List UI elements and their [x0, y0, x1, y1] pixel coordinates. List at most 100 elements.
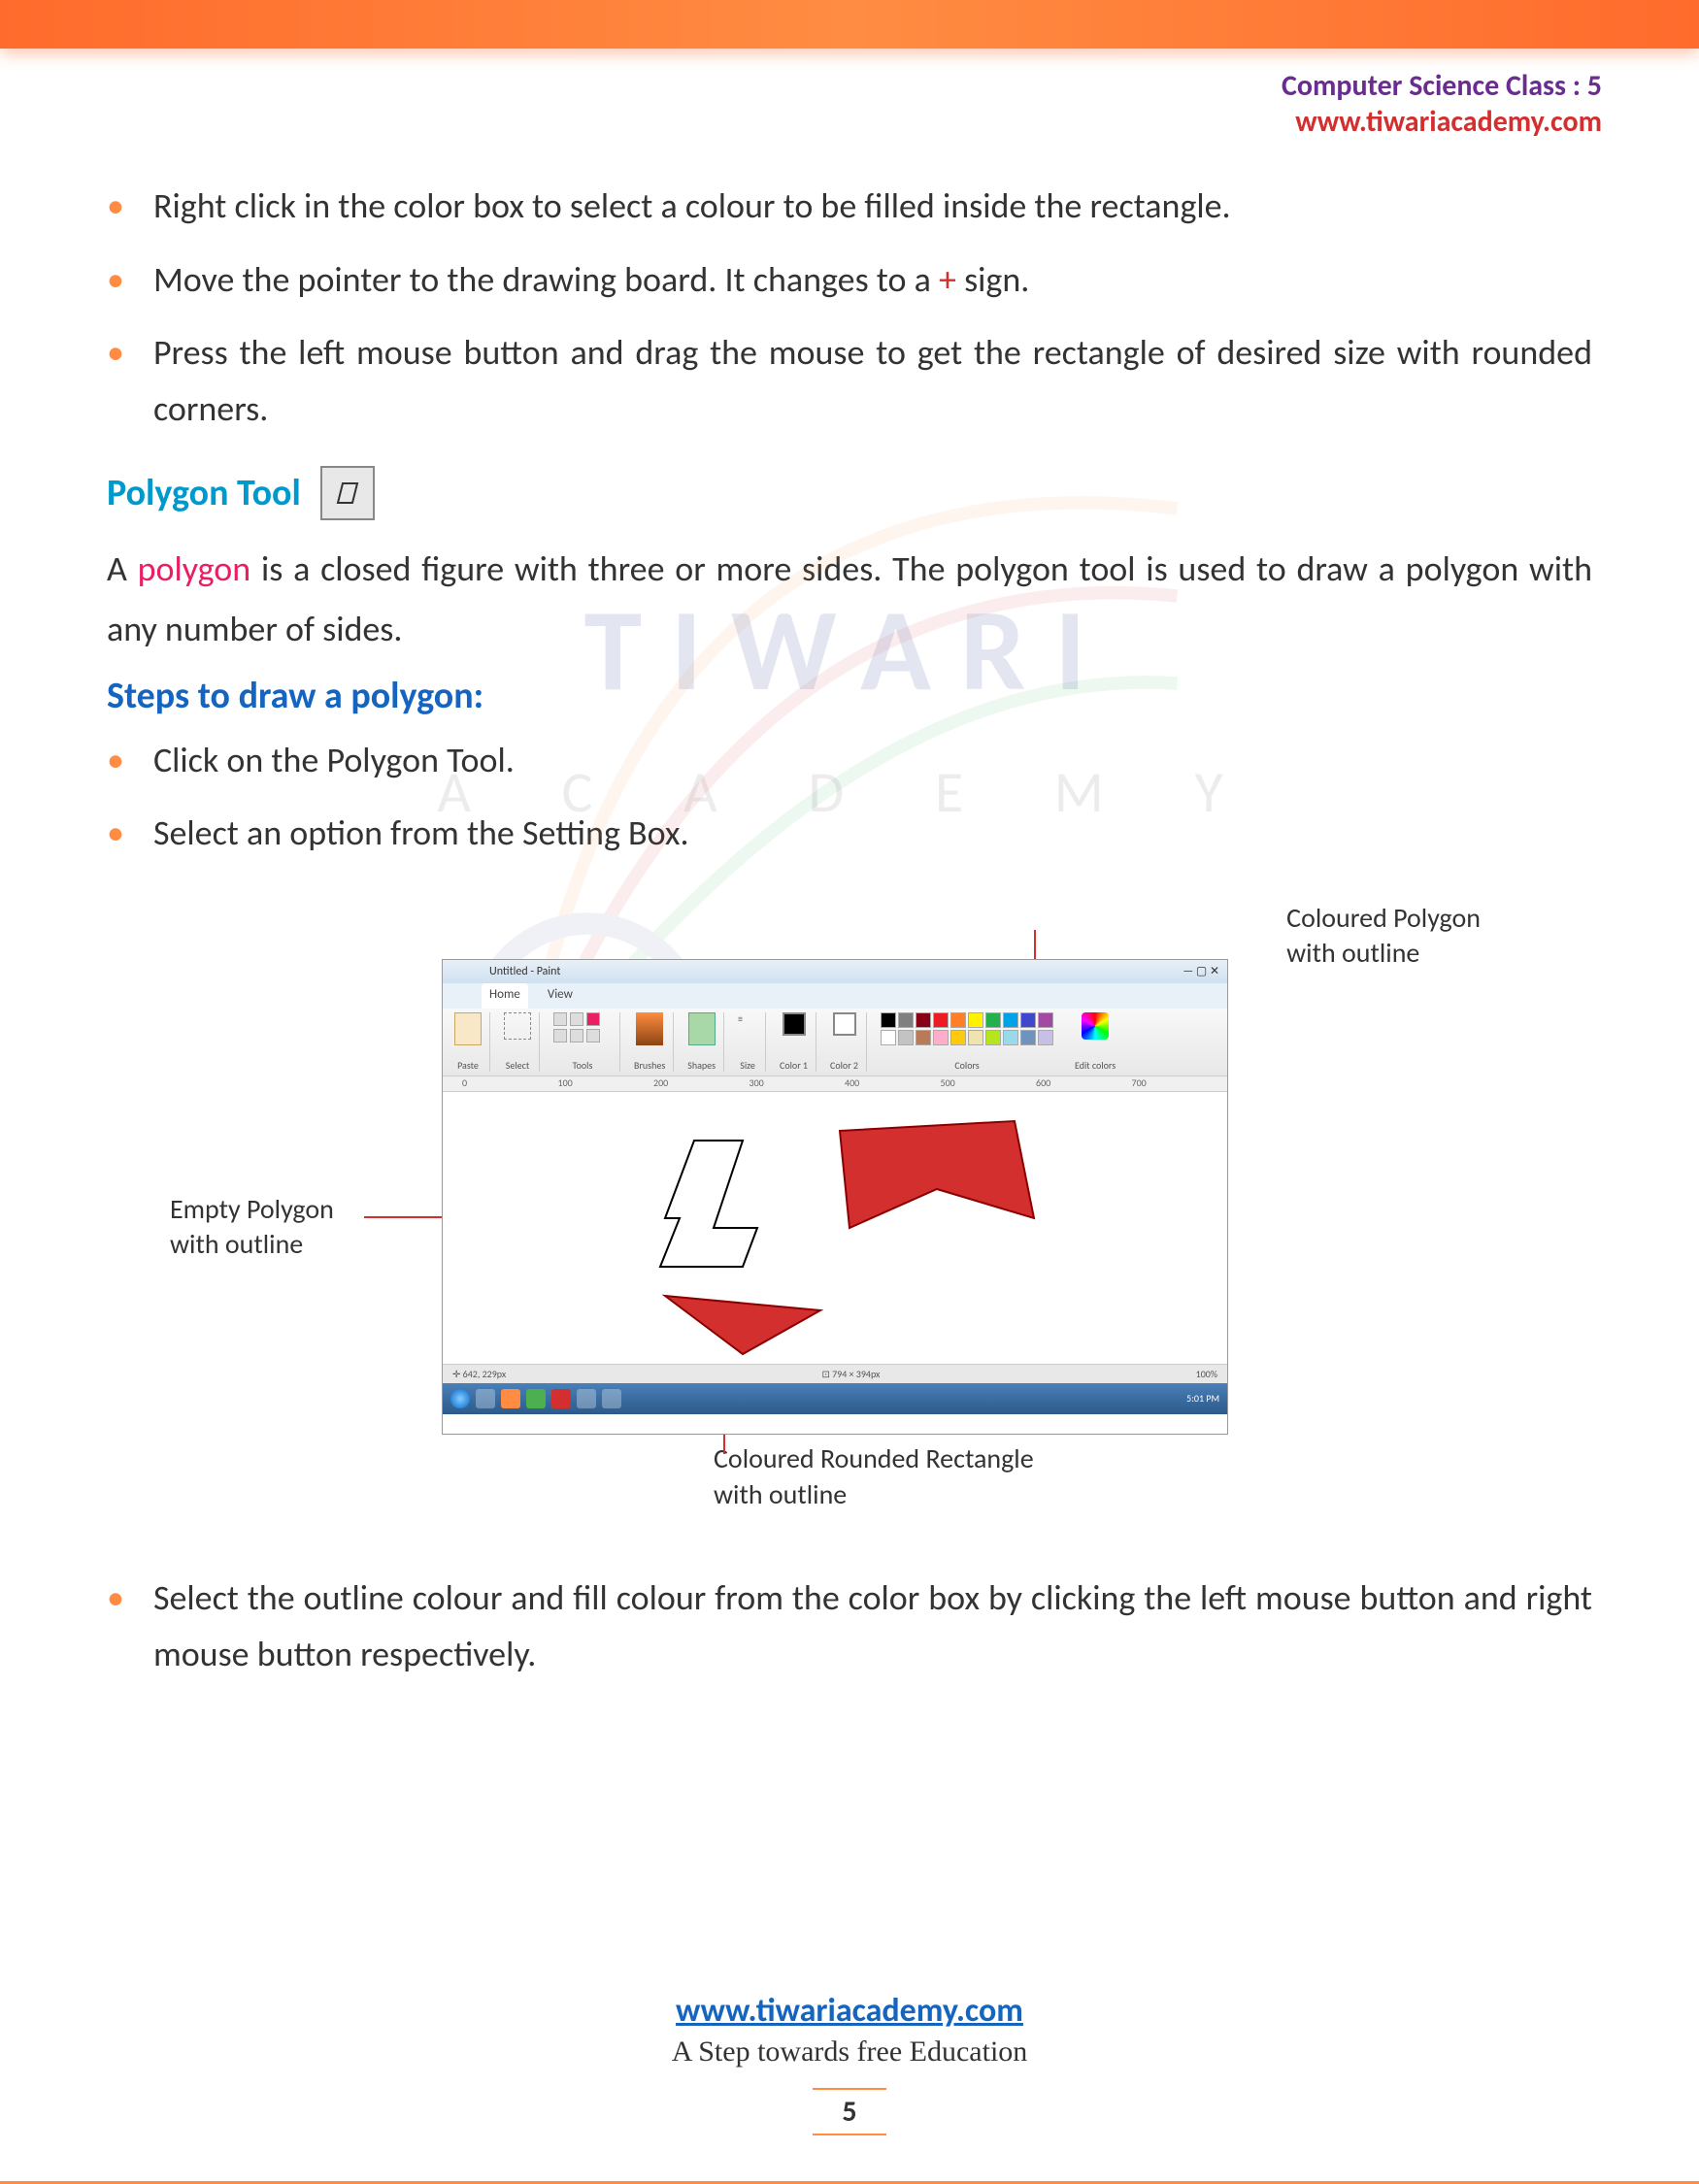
tools-label: Tools — [573, 1059, 593, 1072]
paint-toolbar: Paste Select Tools Brushes — [443, 1009, 1227, 1076]
section-title: Polygon Tool — [107, 471, 301, 515]
bullet-icon: • — [107, 325, 124, 437]
bullet-text: Select the outline colour and fill colou… — [153, 1571, 1592, 1682]
paint-diagram: Coloured Polygonwith outline Empty Polyg… — [170, 891, 1529, 1493]
step-text: Select an option from the Setting Box. — [153, 806, 689, 862]
bullet-item: • Move the pointer to the drawing board.… — [107, 252, 1592, 309]
text-prefix: Move the pointer to the drawing board. I… — [153, 258, 939, 301]
tool-icons — [553, 1012, 612, 1042]
step-item: • Select an option from the Setting Box. — [107, 806, 1592, 862]
group-shapes: Shapes — [680, 1012, 724, 1072]
brush-icon — [636, 1012, 663, 1045]
desc-highlight: polygon — [138, 547, 251, 590]
brushes-label: Brushes — [634, 1059, 665, 1072]
ruler-tick: 400 — [845, 1076, 941, 1091]
select-icon — [504, 1012, 531, 1040]
callout-rounded-rect: Coloured Rounded Rectanglewith outline — [714, 1441, 1034, 1512]
group-palette: Colors — [873, 1012, 1061, 1072]
taskbar-app-icon — [602, 1389, 621, 1408]
group-tools: Tools — [546, 1012, 620, 1072]
status-dims: ⊡ 794 × 394px — [821, 1368, 880, 1380]
paint-canvas — [462, 1092, 1227, 1364]
ruler-tick: 700 — [1132, 1076, 1228, 1091]
header-url: www.tiwariacademy.com — [0, 104, 1602, 140]
paint-window: Untitled - Paint — ▢ ✕ Home View Paste S… — [442, 959, 1228, 1435]
text-suffix: sign. — [956, 258, 1029, 301]
size-label: Size — [740, 1059, 755, 1072]
ruler-tick: 500 — [941, 1076, 1037, 1091]
group-color1: Color 1 — [772, 1012, 816, 1072]
taskbar-app-icon — [501, 1389, 520, 1408]
bullet-icon: • — [107, 179, 124, 235]
color1-label: Color 1 — [780, 1059, 808, 1072]
bullet-text: Press the left mouse button and drag the… — [153, 325, 1592, 437]
paste-label: Paste — [457, 1059, 479, 1072]
edit-colors-icon — [1082, 1012, 1109, 1040]
bottom-bullet-list: • Select the outline colour and fill col… — [107, 1571, 1592, 1682]
start-icon — [450, 1389, 470, 1408]
group-brushes: Brushes — [626, 1012, 674, 1072]
tab-home: Home — [482, 983, 528, 1009]
polygon-section-header: Polygon Tool — [107, 466, 1592, 520]
ruler-tick: 100 — [558, 1076, 654, 1091]
status-bar: ✛ 642, 229px ⊡ 794 × 394px 100% — [443, 1364, 1227, 1383]
horizontal-ruler: 0 100 200 300 400 500 600 700 — [443, 1076, 1227, 1092]
bullet-item: • Select the outline colour and fill col… — [107, 1571, 1592, 1682]
taskbar-app-icon — [551, 1389, 571, 1408]
desc-suffix: is a closed figure with three or more si… — [107, 547, 1592, 649]
group-image: Select — [496, 1012, 540, 1072]
window-controls: — ▢ ✕ — [1183, 964, 1219, 978]
callout-empty-polygon: Empty Polygonwith outline — [170, 1192, 334, 1263]
taskbar-app-icon — [476, 1389, 495, 1408]
canvas-shapes — [462, 1092, 1227, 1364]
footer-tagline: A Step towards free Education — [0, 2035, 1699, 2068]
footer-link: www.tiwariacademy.com — [0, 1991, 1699, 2031]
ruler-tick: 0 — [462, 1076, 558, 1091]
edit-colors-label: Edit colors — [1075, 1059, 1116, 1072]
ruler-tick: 600 — [1036, 1076, 1132, 1091]
polygon-tool-icon — [320, 466, 375, 520]
steps-title: Steps to draw a polygon: — [107, 674, 1592, 718]
header-class: Computer Science Class : 5 — [0, 68, 1602, 104]
content: TIWARI A C A D E M Y • Right click in th… — [0, 140, 1699, 1682]
paste-icon — [454, 1012, 482, 1045]
top-border — [0, 0, 1699, 49]
bullet-icon: • — [107, 1571, 124, 1682]
footer: www.tiwariacademy.com A Step towards fre… — [0, 1991, 1699, 2135]
ruler-tick: 200 — [653, 1076, 750, 1091]
group-edit-colors: Edit colors — [1067, 1012, 1123, 1072]
step-text: Click on the Polygon Tool. — [153, 733, 515, 789]
window-title: Untitled - Paint — [489, 965, 560, 978]
desc-prefix: A — [107, 547, 138, 590]
select-label: Select — [506, 1059, 529, 1072]
header: Computer Science Class : 5 www.tiwariaca… — [0, 49, 1699, 140]
top-bullet-list: • Right click in the color box to select… — [107, 179, 1592, 437]
ribbon-tabs: Home View — [443, 983, 1227, 1009]
group-size: ≡ Size — [730, 1012, 766, 1072]
color-palette — [881, 1012, 1053, 1045]
shapes-label: Shapes — [687, 1059, 716, 1072]
status-coords: ✛ 642, 229px — [452, 1368, 506, 1380]
bullet-text: Right click in the color box to select a… — [153, 179, 1231, 235]
taskbar-app-icon — [526, 1389, 546, 1408]
taskbar-app-icon — [577, 1389, 596, 1408]
steps-list: • Click on the Polygon Tool. • Select an… — [107, 733, 1592, 862]
color1-swatch — [783, 1012, 806, 1036]
step-item: • Click on the Polygon Tool. — [107, 733, 1592, 789]
page-number: 5 — [813, 2088, 885, 2135]
bullet-icon: • — [107, 733, 124, 789]
tab-view: View — [540, 983, 581, 1009]
bullet-icon: • — [107, 806, 124, 862]
bullet-item: • Right click in the color box to select… — [107, 179, 1592, 235]
plus-sign: + — [939, 258, 956, 301]
color2-swatch — [833, 1012, 856, 1036]
colors-label: Colors — [954, 1059, 979, 1072]
group-clipboard: Paste — [447, 1012, 490, 1072]
paint-titlebar: Untitled - Paint — ▢ ✕ — [443, 960, 1227, 983]
callout-coloured-polygon: Coloured Polygonwith outline — [1286, 901, 1481, 972]
bullet-item: • Press the left mouse button and drag t… — [107, 325, 1592, 437]
bullet-icon: • — [107, 252, 124, 309]
bullet-text: Move the pointer to the drawing board. I… — [153, 252, 1029, 309]
shapes-icon — [688, 1012, 716, 1045]
status-zoom: 100% — [1196, 1368, 1217, 1380]
